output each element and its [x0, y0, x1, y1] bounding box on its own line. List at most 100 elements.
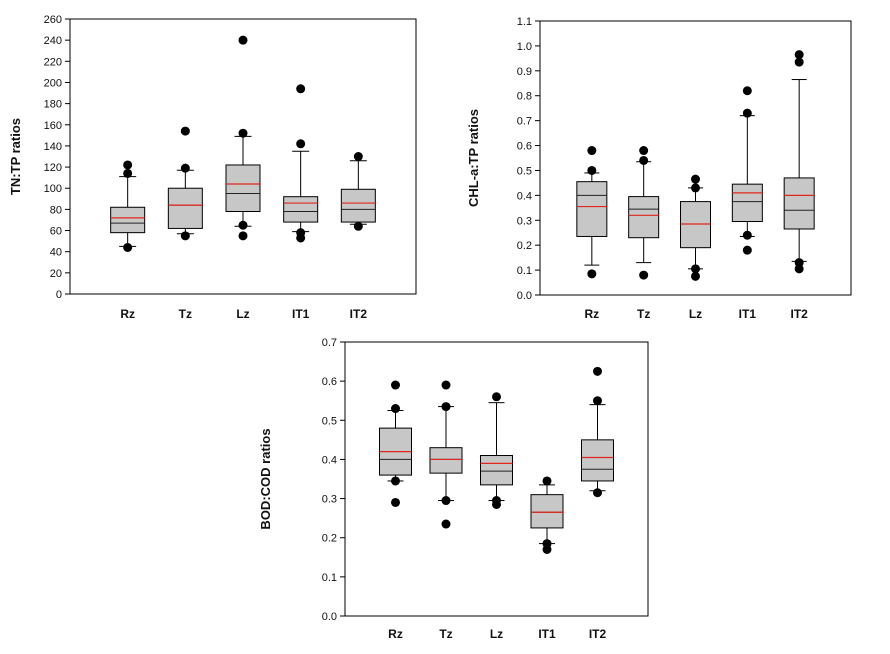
- y-tick-label: 0.8: [517, 91, 532, 103]
- outlier-point: [296, 84, 306, 94]
- outlier-point: [691, 183, 700, 193]
- x-category-label: Tz: [637, 307, 650, 321]
- y-tick-label: 0.3: [322, 494, 337, 506]
- y-tick-label: 180: [44, 99, 62, 111]
- box-body: [530, 494, 564, 529]
- y-tick-label: 0.7: [517, 116, 532, 128]
- box-body: [480, 455, 513, 486]
- box-body: [167, 187, 203, 229]
- y-tick-label: 240: [44, 35, 62, 47]
- outlier-point: [639, 270, 649, 280]
- outlier-point: [180, 163, 190, 173]
- outlier-point: [391, 404, 400, 414]
- x-category-label: IT1: [292, 307, 310, 321]
- y-tick-label: 0.2: [322, 533, 337, 545]
- y-axis-title: TN:TP ratios: [8, 118, 23, 195]
- chart-tn-tp: 0 20 40 60 80 100 120 140 160 180 200 220 240 260 TN:T…: [8, 14, 417, 321]
- y-tick-label: 0.4: [517, 190, 532, 202]
- y-tick-label: 0.1: [517, 265, 532, 277]
- outlier-point: [593, 366, 602, 376]
- outlier-point: [742, 108, 752, 118]
- box-tz: [628, 146, 660, 280]
- outlier-point: [238, 35, 248, 45]
- x-category-label: IT2: [790, 307, 808, 321]
- y-tick-label: 0.5: [322, 415, 337, 427]
- y-tick-label: 0.5: [517, 165, 532, 177]
- y-tick-label: 220: [44, 56, 62, 68]
- y-tick-label: 80: [50, 204, 62, 216]
- y-tick-label: 0.3: [517, 215, 532, 227]
- box-it2: [581, 366, 614, 498]
- box-it2: [340, 152, 376, 231]
- outlier-point: [742, 230, 752, 240]
- box-tz: [167, 126, 203, 241]
- x-category-label: Rz: [120, 307, 135, 321]
- outlier-point: [441, 496, 451, 506]
- outlier-point: [691, 174, 700, 184]
- outlier-point: [542, 476, 552, 486]
- x-category-label: Lz: [689, 307, 702, 321]
- outlier-point: [238, 220, 248, 230]
- outlier-point: [391, 380, 400, 390]
- y-tick-label: 0.2: [517, 240, 532, 252]
- box-it1: [283, 84, 319, 243]
- y-tick-label: 140: [44, 141, 62, 153]
- plot-frame: [539, 20, 852, 296]
- y-axis-title: BOD:COD ratios: [258, 428, 273, 529]
- outlier-point: [593, 488, 602, 498]
- box-rz: [379, 380, 412, 507]
- y-tick-label: 260: [44, 14, 62, 26]
- x-category-label: IT1: [739, 307, 757, 321]
- outlier-point: [587, 146, 597, 156]
- chart-chla-tp: 0.0 0.1 0.2 0.3 0.4 0.5 0.6 0.7 0.8 0.9 1.0 1.1 CHL-…: [466, 16, 852, 321]
- box-rz: [576, 146, 608, 279]
- y-tick-label: 0.1: [322, 572, 337, 584]
- outlier-point: [742, 245, 752, 255]
- y-tick-label: 120: [44, 162, 62, 174]
- y-tick-label: 0: [56, 289, 62, 301]
- y-tick-label: 60: [50, 226, 62, 238]
- outlier-point: [593, 396, 602, 406]
- outlier-point: [492, 392, 501, 402]
- y-tick-label: 0.4: [322, 454, 337, 466]
- x-category-label: Tz: [439, 627, 452, 641]
- outlier-point: [691, 271, 700, 281]
- outlier-point: [794, 50, 804, 60]
- outlier-point: [391, 497, 400, 507]
- outlier-point: [353, 221, 363, 231]
- box-body: [576, 181, 608, 237]
- outlier-point: [180, 231, 190, 241]
- y-tick-label: 20: [50, 268, 62, 280]
- y-tick-label: 0.6: [322, 376, 337, 388]
- y-tick-label: 0.9: [517, 66, 532, 78]
- outlier-point: [123, 160, 133, 170]
- outlier-point: [587, 269, 597, 279]
- box-body: [731, 183, 763, 223]
- box-it1: [731, 86, 763, 255]
- box-body: [225, 164, 261, 212]
- outlier-point: [742, 86, 752, 96]
- box-lz: [225, 35, 261, 241]
- x-category-label: IT2: [350, 307, 368, 321]
- box-body: [110, 206, 146, 234]
- outlier-point: [639, 155, 649, 165]
- outlier-point: [391, 476, 400, 486]
- x-category-label: Lz: [236, 307, 249, 321]
- outlier-point: [296, 228, 306, 238]
- outlier-point: [691, 264, 700, 274]
- outlier-point: [794, 57, 804, 67]
- x-category-label: Rz: [388, 627, 403, 641]
- y-tick-label: 1.0: [517, 41, 532, 53]
- box-body: [283, 196, 319, 223]
- outlier-point: [123, 242, 133, 252]
- outlier-point: [542, 539, 552, 549]
- y-axis-title: CHL-a:TP ratios: [466, 109, 481, 207]
- x-category-label: Lz: [490, 627, 503, 641]
- box-body: [680, 201, 711, 249]
- box-it1: [530, 476, 564, 554]
- box-body: [581, 439, 614, 482]
- y-tick-label: 0.7: [322, 337, 337, 349]
- box-body: [429, 447, 463, 474]
- y-tick-label: 100: [44, 183, 62, 195]
